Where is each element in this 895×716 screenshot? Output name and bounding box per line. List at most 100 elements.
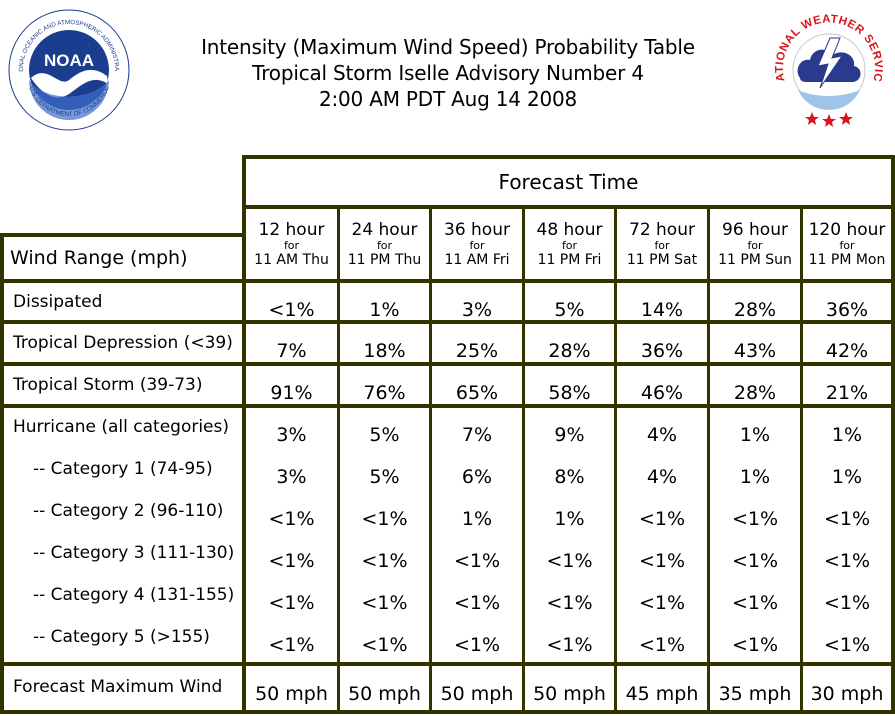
table-cell: 46% [640, 382, 684, 404]
column-hour-label: 12 hour [258, 220, 325, 240]
page-title: Intensity (Maximum Wind Speed) Probabili… [148, 34, 748, 112]
column-for-label: for [561, 239, 578, 252]
table-cell: 4% [646, 424, 678, 446]
table-cell: 8% [554, 466, 585, 488]
table-cell: <1% [268, 550, 315, 572]
table-cell: 28% [548, 340, 591, 362]
table-cell: 1% [831, 466, 863, 488]
table-cell: 30 mph [810, 683, 884, 705]
column-time-label: 11 PM Sat [626, 252, 698, 268]
table-cell: 50 mph [348, 683, 421, 705]
row-label: -- Category 5 (>155) [33, 627, 210, 647]
column-time-label: 11 PM Sun [718, 252, 792, 268]
row-label: Hurricane (all categories) [13, 417, 230, 437]
table-cell: <1% [361, 550, 408, 572]
table-cell: 7% [461, 424, 493, 446]
table-cell: <1% [268, 592, 315, 614]
table-cell: <1% [453, 550, 501, 572]
row-label: -- Category 2 (96-110) [33, 501, 224, 521]
nws-logo: NATIONAL WEATHER SERVICE [770, 8, 884, 127]
table-cell: 50 mph [533, 683, 606, 705]
table-cell: 1% [554, 508, 585, 530]
column-hour-label: 72 hour [629, 220, 695, 240]
table-cell: <1% [268, 634, 315, 656]
table-cell: <1% [453, 592, 501, 614]
table-cell: 1% [831, 424, 863, 446]
column-time-label: 11 PM Thu [347, 252, 422, 268]
table-cell: <1% [823, 592, 871, 614]
table-border [429, 205, 432, 714]
table-cell: 76% [363, 382, 406, 404]
table-border [0, 233, 246, 237]
title-line-2: Tropical Storm Iselle Advisory Number 4 [252, 61, 644, 85]
table-border [337, 205, 340, 714]
table-cell: <1% [731, 592, 779, 614]
column-for-label: for [747, 239, 763, 252]
table-cell: <1% [453, 634, 501, 656]
table-cell: 9% [554, 424, 585, 446]
table-cell: 42% [825, 340, 869, 362]
table-border [614, 205, 617, 714]
column-header: 24 hour for 11 PM Thu [340, 220, 429, 269]
column-hour-label: 48 hour [536, 220, 603, 240]
column-time-label: 11 PM Fri [537, 252, 602, 268]
table-border [891, 155, 895, 714]
table-cell: 25% [455, 340, 499, 362]
column-for-label: for [376, 239, 393, 252]
noaa-logo: NOAA NATIONAL OCEANIC AND ATMOSPHERIC AD… [7, 8, 130, 131]
table-border [0, 320, 895, 324]
table-cell: 3% [461, 299, 493, 321]
column-for-label: for [283, 239, 300, 252]
table-cell: <1% [638, 550, 686, 572]
table-cell: <1% [546, 550, 593, 572]
table-cell: 45 mph [625, 683, 699, 705]
table-cell: 3% [276, 466, 307, 488]
table-cell: 1% [739, 466, 771, 488]
table-border [0, 710, 895, 714]
table-cell: 65% [455, 382, 499, 404]
table-cell: 1% [739, 424, 771, 446]
table-cell: <1% [823, 550, 871, 572]
column-hour-label: 24 hour [351, 220, 418, 240]
table-cell: <1% [361, 508, 408, 530]
wind-range-header: Wind Range (mph) [10, 247, 188, 269]
table-cell: 5% [554, 299, 585, 321]
column-header: 120 hour for 11 PM Mon [803, 220, 891, 269]
row-label: Tropical Storm (39-73) [13, 375, 203, 395]
column-for-label: for [839, 239, 855, 252]
table-cell: <1% [823, 508, 871, 530]
row-label: Forecast Maximum Wind [13, 677, 223, 697]
column-hour-label: 120 hour [808, 220, 886, 240]
column-for-label: for [654, 239, 670, 252]
table-cell: <1% [268, 299, 315, 321]
table-border [0, 662, 895, 666]
table-cell: <1% [638, 508, 686, 530]
table-cell: 28% [733, 299, 777, 321]
column-header: 72 hour for 11 PM Sat [617, 220, 707, 269]
table-border [0, 233, 4, 714]
table-border [0, 404, 895, 408]
table-cell: 36% [825, 299, 869, 321]
table-cell: 6% [461, 466, 493, 488]
column-header: 12 hour for 11 AM Thu [246, 220, 337, 269]
table-cell: 36% [640, 340, 684, 362]
column-header: 96 hour for 11 PM Sun [710, 220, 800, 269]
table-cell: <1% [546, 592, 593, 614]
table-cell: 21% [825, 382, 869, 404]
table-cell: <1% [823, 634, 871, 656]
forecast-time-header: Forecast Time [498, 170, 639, 194]
table-cell: <1% [638, 634, 686, 656]
noaa-center-text: NOAA [44, 51, 94, 70]
table-cell: 18% [363, 340, 406, 362]
table-border [242, 155, 246, 714]
table-cell: 91% [270, 382, 313, 404]
column-header: 48 hour for 11 PM Fri [525, 220, 614, 269]
column-hour-label: 96 hour [722, 220, 788, 240]
row-label: -- Category 4 (131-155) [33, 585, 235, 605]
column-time-label: 11 AM Thu [254, 252, 329, 268]
column-header: 36 hour for 11 AM Fri [432, 220, 522, 269]
table-border [800, 205, 803, 714]
table-cell: <1% [731, 508, 779, 530]
table-cell: <1% [731, 634, 779, 656]
table-cell: 50 mph [255, 683, 328, 705]
